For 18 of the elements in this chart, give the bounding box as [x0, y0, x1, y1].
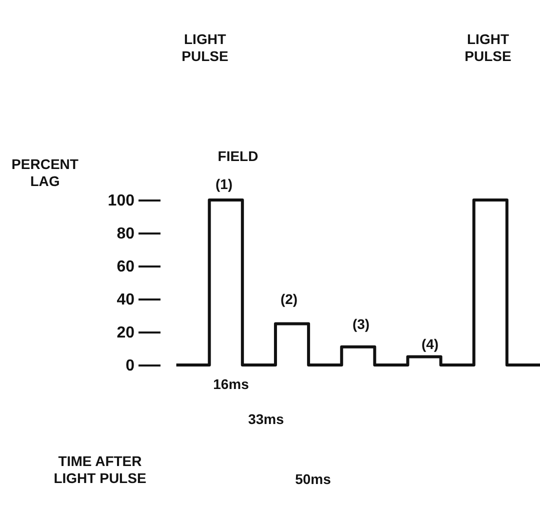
y-tick-label: 60 [116, 258, 135, 276]
text: 50ms [295, 471, 332, 487]
text: LIGHT PULSE [182, 31, 228, 64]
annotation: (4) [421, 336, 439, 352]
y-tick-label: 100 [108, 192, 135, 210]
y-tick-label: 40 [116, 292, 135, 308]
y-tick-label: 80 [116, 226, 135, 242]
text: 33ms [248, 411, 284, 427]
y-axis-title: PERCENT LAG [12, 156, 79, 189]
y-tick-label: 0 [126, 358, 135, 374]
text: LIGHT PULSE [464, 31, 512, 64]
text: 16ms [213, 376, 250, 392]
annotation: (3) [352, 316, 370, 332]
annotation: (2) [280, 291, 298, 307]
y-tick-label: 20 [116, 324, 135, 342]
text: (1) [215, 176, 233, 192]
text: TIME AFTER LIGHT PULSE [54, 453, 146, 486]
text: FIELD [218, 148, 258, 164]
